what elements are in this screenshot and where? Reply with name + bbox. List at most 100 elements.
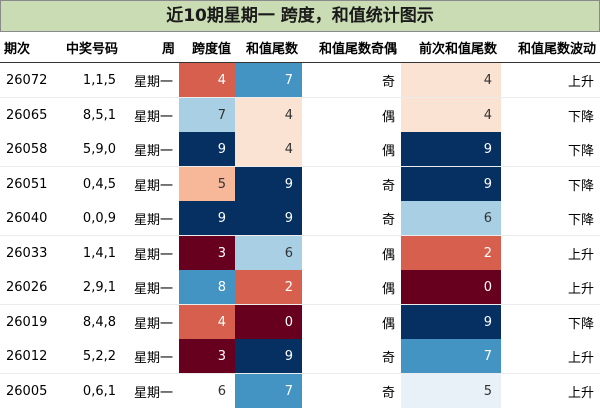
cell-numbers: 5,2,2 — [56, 339, 122, 374]
cell-trend: 下降 — [501, 201, 600, 236]
cell-period: 26072 — [0, 63, 56, 98]
cell-trend: 上升 — [501, 339, 600, 374]
stats-table: 期次 中奖号码 周 跨度值 和值尾数 和值尾数奇偶 前次和值尾数 和值尾数波动 … — [0, 32, 600, 408]
cell-numbers: 8,4,8 — [56, 305, 122, 340]
cell-numbers: 0,0,9 — [56, 201, 122, 236]
cell-span: 7 — [179, 98, 235, 133]
cell-numbers: 1,1,5 — [56, 63, 122, 98]
cell-parity: 偶 — [302, 236, 401, 271]
cell-sum-tail: 9 — [235, 201, 302, 236]
cell-weekday: 星期一 — [122, 63, 179, 98]
cell-prev-tail: 9 — [401, 305, 501, 340]
cell-prev-tail: 0 — [401, 270, 501, 305]
cell-span: 3 — [179, 236, 235, 271]
cell-weekday: 星期一 — [122, 270, 179, 305]
page-title: 近10期星期一 跨度，和值统计图示 — [0, 0, 600, 32]
cell-prev-tail: 4 — [401, 98, 501, 133]
cell-prev-tail: 9 — [401, 167, 501, 202]
cell-period: 26019 — [0, 305, 56, 340]
cell-numbers: 0,6,1 — [56, 374, 122, 408]
cell-period: 26040 — [0, 201, 56, 236]
header-span: 跨度值 — [179, 32, 235, 63]
header-prev-tail: 前次和值尾数 — [401, 32, 501, 63]
cell-sum-tail: 2 — [235, 270, 302, 305]
cell-weekday: 星期一 — [122, 374, 179, 408]
cell-period: 26051 — [0, 167, 56, 202]
cell-numbers: 0,4,5 — [56, 167, 122, 202]
cell-span: 3 — [179, 339, 235, 374]
cell-span: 4 — [179, 305, 235, 340]
cell-sum-tail: 4 — [235, 98, 302, 133]
cell-trend: 下降 — [501, 305, 600, 340]
cell-sum-tail: 4 — [235, 132, 302, 167]
cell-parity: 奇 — [302, 339, 401, 374]
cell-span: 4 — [179, 63, 235, 98]
header-weekday: 周 — [122, 32, 179, 63]
cell-period: 26012 — [0, 339, 56, 374]
cell-parity: 偶 — [302, 132, 401, 167]
cell-parity: 奇 — [302, 201, 401, 236]
cell-span: 5 — [179, 167, 235, 202]
cell-trend: 上升 — [501, 270, 600, 305]
cell-period: 26005 — [0, 374, 56, 408]
cell-sum-tail: 7 — [235, 63, 302, 98]
cell-period: 26058 — [0, 132, 56, 167]
cell-trend: 下降 — [501, 167, 600, 202]
cell-weekday: 星期一 — [122, 98, 179, 133]
cell-weekday: 星期一 — [122, 201, 179, 236]
cell-sum-tail: 6 — [235, 236, 302, 271]
header-sum-tail: 和值尾数 — [235, 32, 302, 63]
cell-sum-tail: 9 — [235, 167, 302, 202]
cell-numbers: 8,5,1 — [56, 98, 122, 133]
cell-sum-tail: 9 — [235, 339, 302, 374]
cell-span: 9 — [179, 201, 235, 236]
cell-sum-tail: 0 — [235, 305, 302, 340]
cell-prev-tail: 2 — [401, 236, 501, 271]
cell-parity: 奇 — [302, 167, 401, 202]
cell-span: 9 — [179, 132, 235, 167]
cell-trend: 上升 — [501, 63, 600, 98]
cell-numbers: 1,4,1 — [56, 236, 122, 271]
cell-parity: 偶 — [302, 305, 401, 340]
cell-weekday: 星期一 — [122, 339, 179, 374]
cell-numbers: 2,9,1 — [56, 270, 122, 305]
cell-prev-tail: 5 — [401, 374, 501, 408]
cell-parity: 奇 — [302, 63, 401, 98]
cell-weekday: 星期一 — [122, 305, 179, 340]
cell-sum-tail: 7 — [235, 374, 302, 408]
cell-weekday: 星期一 — [122, 167, 179, 202]
cell-period: 26033 — [0, 236, 56, 271]
cell-parity: 奇 — [302, 374, 401, 408]
cell-trend: 下降 — [501, 98, 600, 133]
header-numbers: 中奖号码 — [56, 32, 122, 63]
cell-weekday: 星期一 — [122, 236, 179, 271]
cell-trend: 下降 — [501, 132, 600, 167]
cell-span: 6 — [179, 374, 235, 408]
cell-prev-tail: 4 — [401, 63, 501, 98]
cell-prev-tail: 9 — [401, 132, 501, 167]
cell-parity: 偶 — [302, 270, 401, 305]
cell-period: 26026 — [0, 270, 56, 305]
cell-span: 8 — [179, 270, 235, 305]
header-period: 期次 — [0, 32, 56, 63]
cell-parity: 偶 — [302, 98, 401, 133]
header-trend: 和值尾数波动 — [501, 32, 600, 63]
cell-prev-tail: 6 — [401, 201, 501, 236]
header-row: 期次 中奖号码 周 跨度值 和值尾数 和值尾数奇偶 前次和值尾数 和值尾数波动 — [0, 32, 600, 63]
header-parity: 和值尾数奇偶 — [302, 32, 401, 63]
cell-trend: 上升 — [501, 374, 600, 408]
cell-weekday: 星期一 — [122, 132, 179, 167]
cell-prev-tail: 7 — [401, 339, 501, 374]
